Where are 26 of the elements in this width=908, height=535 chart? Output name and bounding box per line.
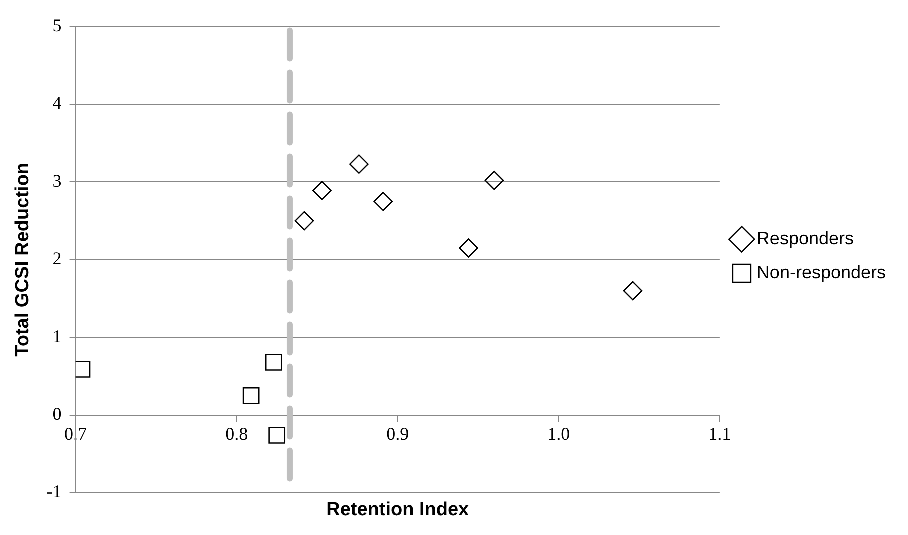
y-tick-label: 4	[52, 93, 62, 114]
x-tick-label: 0.8	[226, 424, 248, 444]
y-tick-label: 3	[52, 170, 62, 191]
x-axis-title: Retention Index	[326, 500, 470, 521]
point	[265, 354, 282, 371]
y-tick-label: 2	[52, 248, 62, 269]
y-tick-label: -1	[46, 482, 62, 502]
point	[484, 170, 504, 190]
x-tick-label: 0.7	[64, 424, 88, 444]
x-tick-label: 0.9	[386, 424, 410, 444]
y-tick-label: 1	[52, 326, 62, 346]
legend-label: Responders	[756, 228, 854, 248]
point	[350, 154, 369, 174]
point	[459, 238, 478, 258]
y-tick-label: 5	[52, 16, 62, 36]
point	[294, 211, 314, 231]
point	[312, 181, 332, 200]
point	[268, 427, 286, 444]
point	[242, 387, 260, 404]
point	[374, 192, 394, 212]
point	[623, 281, 643, 301]
y-axis-title: Total GCSI Reduction	[12, 162, 34, 357]
y-tick-label: 0	[52, 404, 62, 424]
legend-label: Non-responders	[756, 262, 886, 282]
x-tick-label: 1.1	[708, 424, 732, 444]
x-tick-label: 1.0	[548, 424, 570, 444]
